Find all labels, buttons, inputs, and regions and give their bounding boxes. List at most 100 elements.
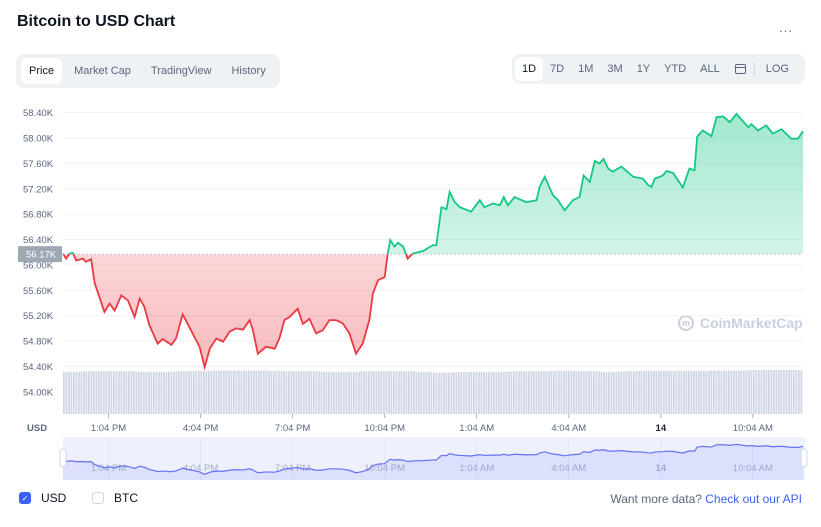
volume-bar	[165, 371, 168, 414]
volume-bar	[523, 371, 525, 414]
range-3m[interactable]: 3M	[607, 63, 623, 75]
volume-bar	[303, 371, 305, 414]
volume-bar	[300, 371, 303, 414]
volume-bar	[243, 370, 245, 414]
x-tick-label: 1:04 PM	[91, 423, 126, 434]
volume-bar	[138, 371, 140, 414]
volume-bar	[295, 371, 298, 414]
x-tick-label: 4:04 PM	[183, 423, 218, 434]
volume-bar	[420, 371, 423, 414]
navigator-left-handle[interactable]	[59, 448, 67, 468]
volume-bar	[363, 371, 365, 414]
volume-bar	[635, 371, 638, 414]
volume-bar	[760, 370, 763, 414]
page-title: Bitcoin to USD Chart	[17, 13, 176, 30]
range-1d[interactable]: 1D	[515, 57, 544, 81]
usd-toggle[interactable]: ✓ USD	[19, 491, 66, 505]
reference-label: 56.17K	[26, 250, 57, 261]
volume-bar	[758, 370, 760, 414]
volume-bar	[673, 370, 675, 414]
btc-toggle[interactable]: BTC	[92, 491, 138, 505]
volume-bar	[298, 371, 300, 414]
volume-bar	[123, 371, 125, 414]
volume-bar	[698, 370, 700, 414]
volume-bar	[550, 370, 553, 414]
volume-bar	[425, 371, 428, 414]
volume-bar	[515, 371, 518, 414]
y-tick-label: 56.40K	[23, 235, 54, 246]
y-tick-label: 54.40K	[23, 362, 54, 373]
volume-bar	[440, 372, 443, 414]
volume-bar	[355, 371, 358, 414]
volume-bar	[255, 370, 258, 414]
volume-bar	[565, 370, 568, 414]
volume-bar	[545, 370, 548, 414]
log-scale-button[interactable]: LOG	[765, 63, 789, 75]
volume-bar	[335, 371, 338, 414]
volume-bar	[338, 371, 340, 414]
volume-bar	[313, 371, 315, 414]
volume-bar	[125, 371, 128, 414]
btc-checkbox-icon[interactable]	[92, 492, 104, 504]
volume-bar	[418, 371, 420, 414]
volume-bar	[610, 371, 613, 414]
volume-bar	[83, 371, 85, 414]
navigator-tick-label: 10:04 PM	[364, 463, 405, 474]
range-all[interactable]: ALL	[700, 63, 720, 75]
tab-tradingview[interactable]: TradingView	[150, 65, 212, 77]
volume-bar	[765, 370, 768, 414]
volume-bar	[373, 371, 375, 414]
tab-history[interactable]: History	[231, 65, 266, 77]
volume-bar	[153, 371, 155, 414]
volume-bar	[458, 372, 460, 414]
volume-bar	[98, 371, 100, 414]
volume-bar	[103, 371, 105, 414]
volume-bar	[603, 371, 605, 414]
volume-bar	[578, 370, 580, 414]
api-promo: Want more data? Check out our API	[610, 492, 802, 506]
volume-bar	[63, 371, 65, 414]
volume-bar	[238, 370, 240, 414]
volume-bar	[705, 370, 708, 414]
volume-bar	[68, 371, 70, 414]
volume-bar	[280, 370, 283, 414]
volume-bar	[190, 371, 193, 414]
navigator-tick-label: 14	[656, 463, 667, 474]
tab-price[interactable]: Price	[21, 58, 63, 84]
volume-bar	[535, 371, 538, 414]
volume-bar	[210, 370, 213, 414]
x-tick-label: 4:04 AM	[551, 423, 586, 434]
price-area-up	[63, 113, 803, 255]
volume-bar	[180, 371, 183, 414]
volume-bar	[155, 371, 158, 414]
tab-market-cap[interactable]: Market Cap	[74, 65, 131, 77]
range-ytd[interactable]: YTD	[664, 63, 687, 75]
volume-bar	[488, 371, 490, 414]
usd-checkbox-checked-icon[interactable]: ✓	[19, 492, 31, 504]
y-tick-label: 55.20K	[23, 311, 54, 322]
navigator-right-handle[interactable]	[800, 448, 808, 468]
volume-bar	[90, 371, 93, 414]
api-link[interactable]: Check out our API	[705, 492, 802, 506]
range-7d[interactable]: 7D	[550, 63, 565, 75]
volume-bar	[665, 370, 668, 414]
volume-bar	[150, 371, 153, 414]
volume-bar	[575, 370, 578, 414]
volume-bar	[538, 371, 540, 414]
ellipsis-icon[interactable]: ...	[779, 20, 793, 35]
volume-bar	[520, 371, 523, 414]
volume-bar	[620, 371, 623, 414]
volume-bar	[468, 372, 470, 414]
volume-bar	[110, 371, 113, 414]
volume-bar	[735, 370, 738, 414]
volume-bar	[195, 370, 198, 414]
volume-bar	[615, 371, 618, 414]
volume-bar	[148, 371, 150, 414]
range-1m[interactable]: 1M	[578, 63, 594, 75]
range-1y[interactable]: 1Y	[636, 63, 651, 75]
volume-bar	[548, 370, 550, 414]
calendar-icon[interactable]	[734, 64, 746, 74]
volume-bar	[670, 370, 673, 414]
volume-bar	[680, 370, 683, 414]
